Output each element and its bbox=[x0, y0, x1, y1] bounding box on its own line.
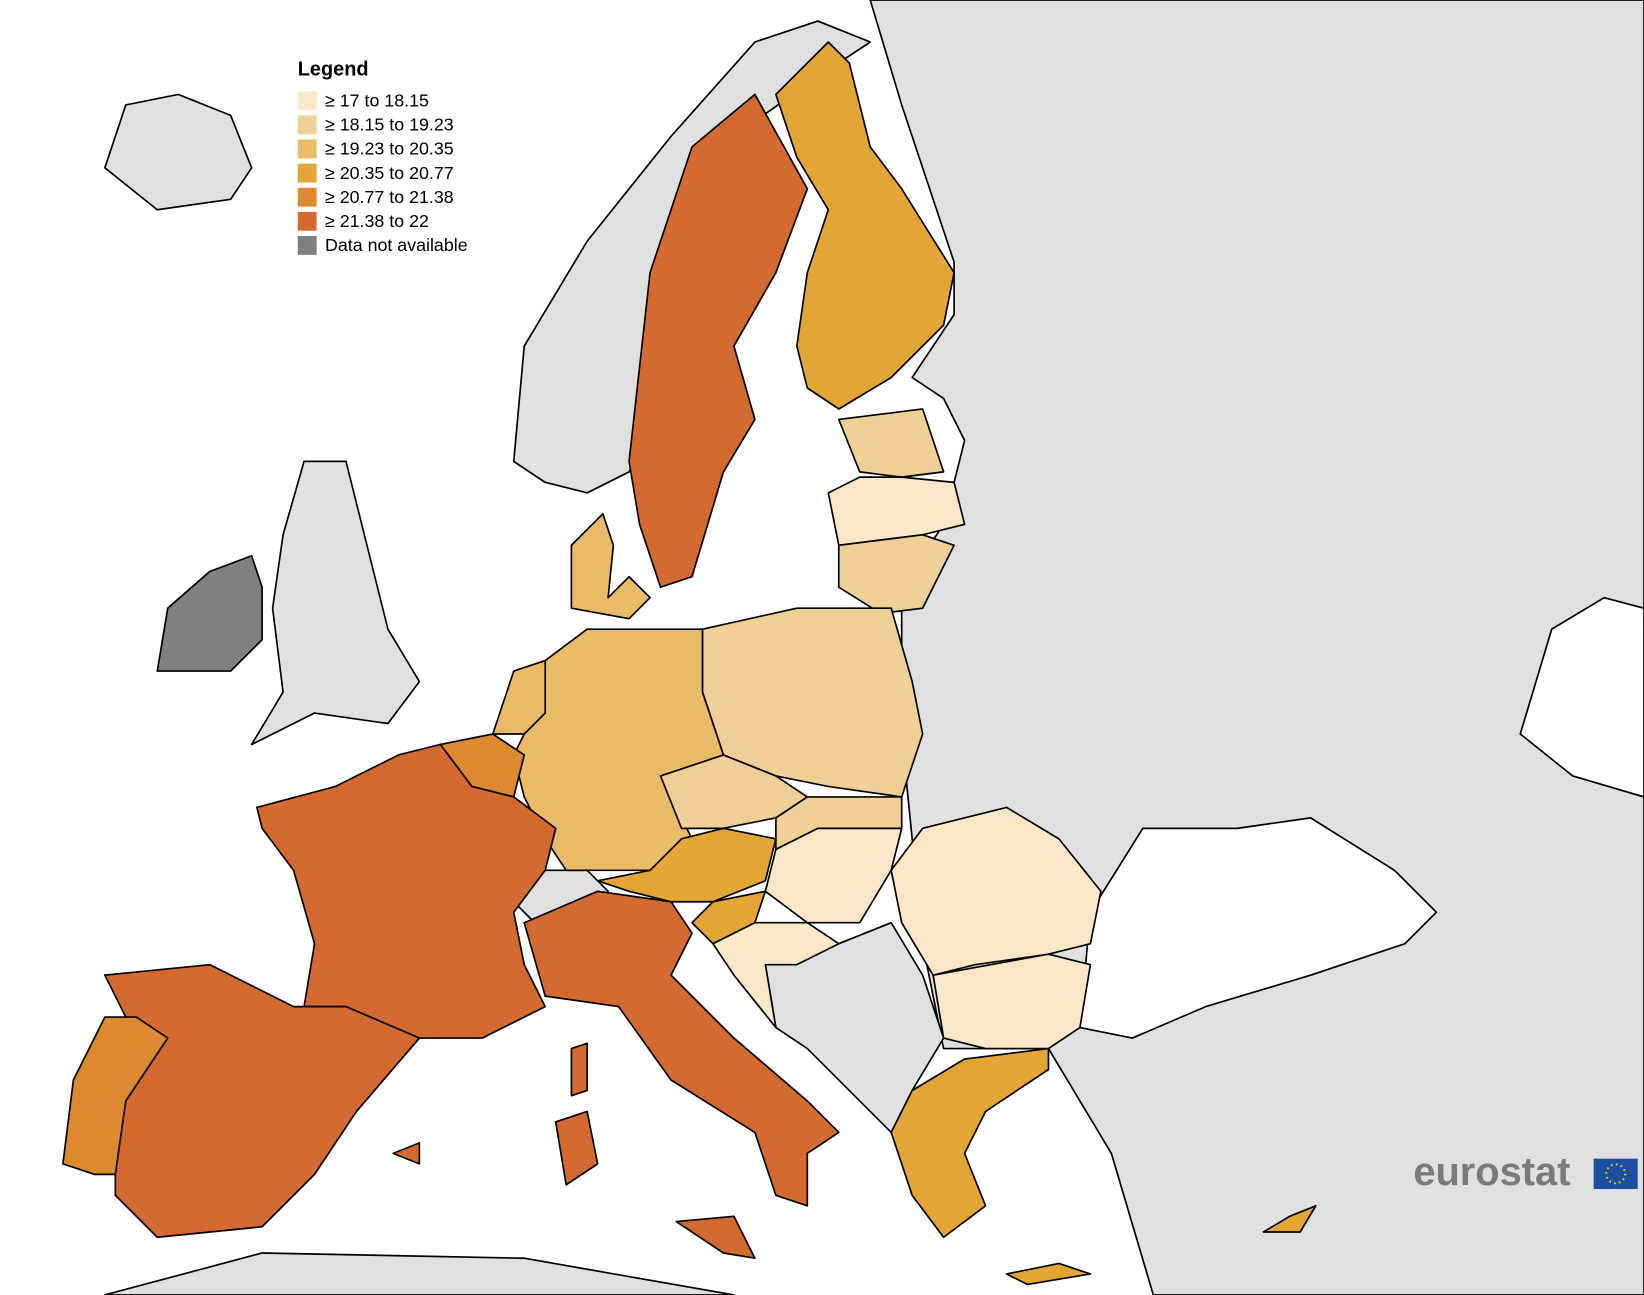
legend: Legend ≥ 17 to 18.15 ≥ 18.15 to 19.23 ≥ 19… bbox=[297, 59, 468, 255]
legend-label: Data not available bbox=[325, 235, 468, 255]
legend-swatch bbox=[297, 187, 317, 207]
country bbox=[691, 890, 767, 945]
legend-swatch bbox=[297, 139, 317, 159]
legend-swatch bbox=[297, 163, 317, 183]
country bbox=[250, 460, 421, 746]
legend-title: Legend bbox=[298, 59, 369, 81]
country bbox=[156, 554, 263, 672]
country bbox=[837, 533, 955, 615]
country bbox=[890, 1047, 1050, 1239]
country bbox=[491, 659, 547, 735]
eu-countries bbox=[62, 41, 1317, 1286]
country bbox=[104, 1252, 735, 1295]
legend-swatch bbox=[297, 115, 317, 135]
country bbox=[712, 921, 840, 1029]
country bbox=[1262, 1204, 1317, 1233]
legend-label: ≥ 19.23 to 20.35 bbox=[325, 139, 454, 159]
legend-label: ≥ 20.35 to 20.77 bbox=[325, 163, 454, 183]
country bbox=[890, 806, 1102, 976]
country bbox=[596, 827, 777, 903]
legend-label: ≥ 17 to 18.15 bbox=[325, 90, 429, 110]
country bbox=[570, 512, 651, 620]
sea bbox=[1519, 596, 1644, 798]
country bbox=[764, 827, 903, 924]
logo-text: eurostat bbox=[1413, 1150, 1570, 1194]
legend-swatch bbox=[297, 91, 317, 111]
legend-label: ≥ 20.77 to 21.38 bbox=[325, 187, 454, 207]
country bbox=[554, 1110, 599, 1186]
legend-label: ≥ 18.15 to 19.23 bbox=[325, 115, 454, 135]
country bbox=[932, 953, 1092, 1050]
sea bbox=[1079, 817, 1438, 1039]
country bbox=[675, 1215, 756, 1260]
country bbox=[837, 408, 945, 478]
country bbox=[1005, 1262, 1092, 1286]
country bbox=[62, 1016, 169, 1176]
legend-swatch bbox=[297, 235, 317, 255]
country bbox=[570, 1042, 588, 1097]
country bbox=[256, 743, 557, 1039]
country bbox=[104, 93, 253, 211]
legend-swatch bbox=[297, 211, 317, 231]
country bbox=[775, 41, 955, 410]
flag-stars bbox=[1605, 1163, 1627, 1185]
legend-label: ≥ 21.38 to 22 bbox=[325, 211, 429, 231]
country bbox=[392, 1142, 421, 1165]
country bbox=[628, 93, 809, 589]
country bbox=[523, 890, 840, 1207]
eu-flag bbox=[1593, 1158, 1638, 1190]
